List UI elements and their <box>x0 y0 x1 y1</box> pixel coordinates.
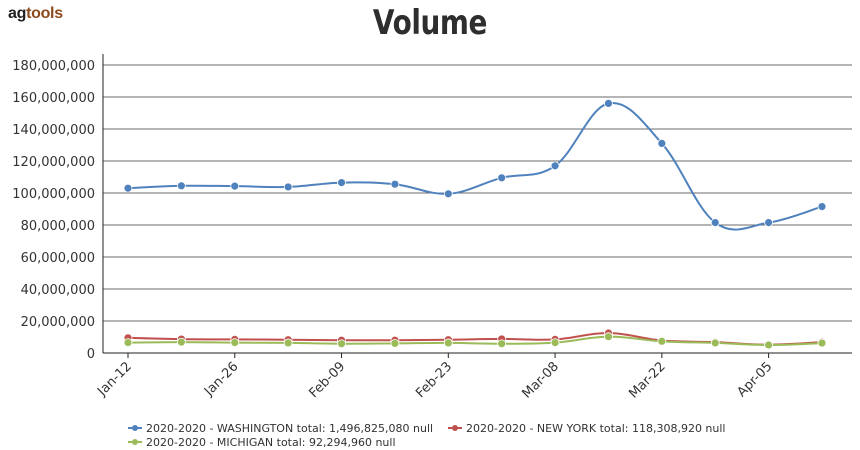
legend-item-1[interactable]: 2020-2020 - WASHINGTON total: 1,496,825,… <box>128 422 433 435</box>
y-tick-label: 40,000,000 <box>21 283 95 298</box>
legend: 2020-2020 - WASHINGTON total: 1,496,825,… <box>128 422 726 449</box>
data-point[interactable] <box>764 340 774 350</box>
x-tick-label: Jan-12 <box>94 359 135 400</box>
data-point[interactable] <box>337 339 346 349</box>
data-point[interactable] <box>443 338 453 348</box>
x-tick-label: Feb-23 <box>413 359 455 401</box>
series-group <box>123 99 827 350</box>
x-tick-label: Jan-26 <box>201 359 242 400</box>
y-tick-label: 20,000,000 <box>21 315 95 330</box>
data-point[interactable] <box>283 338 293 348</box>
series-3 <box>123 332 827 350</box>
y-tick-label: 100,000,000 <box>12 187 95 202</box>
data-point[interactable] <box>283 182 293 192</box>
y-tick-label: 0 <box>87 347 95 362</box>
data-point[interactable] <box>657 138 667 148</box>
data-point[interactable] <box>176 181 186 191</box>
chart-title: Volume <box>372 3 488 43</box>
series-line <box>127 335 823 347</box>
data-point[interactable] <box>390 338 400 348</box>
data-point[interactable] <box>176 337 186 347</box>
logo-text-ag: ag <box>8 5 27 22</box>
gridlines <box>103 64 852 322</box>
data-point[interactable] <box>764 218 774 228</box>
data-point[interactable] <box>497 173 507 183</box>
data-point[interactable] <box>230 338 240 348</box>
data-point[interactable] <box>710 218 720 228</box>
data-point[interactable] <box>337 178 346 188</box>
data-point[interactable] <box>817 338 827 348</box>
data-point[interactable] <box>123 338 133 348</box>
legend-swatch-marker <box>132 439 138 445</box>
legend-swatch-marker <box>452 425 458 431</box>
x-tick-label: Mar-08 <box>520 359 562 401</box>
series-2 <box>123 328 827 350</box>
legend-label: 2020-2020 - WASHINGTON total: 1,496,825,… <box>146 422 433 435</box>
logo-text-tools: tools <box>26 5 63 22</box>
data-point[interactable] <box>230 181 240 191</box>
y-tick-label: 60,000,000 <box>21 251 95 266</box>
y-tick-label: 120,000,000 <box>12 155 95 170</box>
y-tick-label: 160,000,000 <box>12 91 95 106</box>
y-tick-label: 80,000,000 <box>21 219 95 234</box>
y-tick-label: 140,000,000 <box>12 123 95 138</box>
series-line <box>127 102 823 231</box>
legend-item-2[interactable]: 2020-2020 - NEW YORK total: 118,308,920 … <box>448 422 726 435</box>
series-1 <box>123 99 827 231</box>
data-point[interactable] <box>817 202 827 212</box>
data-point[interactable] <box>550 161 560 171</box>
legend-swatch-marker <box>132 425 138 431</box>
legend-label: 2020-2020 - MICHIGAN total: 92,294,960 n… <box>146 436 396 449</box>
x-tick-label: Mar-22 <box>626 359 668 401</box>
legend-label: 2020-2020 - NEW YORK total: 118,308,920 … <box>466 422 726 435</box>
data-point[interactable] <box>443 189 453 199</box>
data-point[interactable] <box>710 338 720 348</box>
data-point[interactable] <box>604 332 613 342</box>
data-point[interactable] <box>497 339 507 349</box>
data-point[interactable] <box>123 183 133 193</box>
x-tick-label: Feb-09 <box>306 359 348 401</box>
data-point[interactable] <box>390 179 400 189</box>
data-point[interactable] <box>657 336 667 346</box>
agtools-logo: agtools <box>8 5 63 23</box>
data-point[interactable] <box>604 99 613 108</box>
legend-item-3[interactable]: 2020-2020 - MICHIGAN total: 92,294,960 n… <box>128 436 396 449</box>
x-tick-label: Apr-05 <box>734 359 775 400</box>
data-point[interactable] <box>550 338 560 348</box>
y-tick-label: 180,000,000 <box>12 59 95 74</box>
